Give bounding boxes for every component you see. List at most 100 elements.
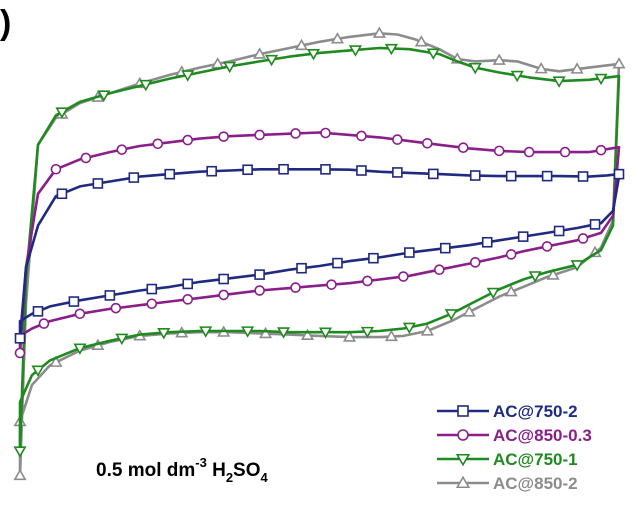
data-point-ac-750-1-upper-8: [348, 45, 362, 57]
annotation-formula-mid: SO: [233, 460, 260, 481]
data-point-ac-850-2-lower-5: [384, 329, 398, 342]
data-point-ac-850-0-3-lower-9: [254, 285, 265, 296]
data-point-ac-750-1-lower-4: [402, 322, 416, 335]
data-point-ac-850-0-3-lower-3: [469, 257, 481, 268]
legend-label-ac-850-0-3: AC@850-0.3: [493, 426, 592, 445]
data-point-ac-750-2-upper-9: [356, 165, 367, 176]
data-point-ac-750-1-upper-12: [510, 70, 524, 83]
annotation-sub1: 2: [226, 470, 233, 485]
data-point-ac-750-1-lower-12: [73, 343, 87, 355]
series-layer: [13, 26, 626, 481]
data-point-ac-850-0-3-upper-9: [320, 127, 331, 139]
data-point-ac-750-2-lower-14: [68, 296, 80, 307]
data-point-ac-750-2-lower-7: [332, 257, 343, 269]
data-point-ac-750-2-upper-16: [613, 168, 625, 180]
legend-entry-ac-750-2: AC@750-2: [437, 402, 578, 421]
data-point-ac-750-2-lower-4: [439, 242, 451, 254]
data-point-ac-850-2-lower-3: [462, 305, 476, 317]
data-point-ac-850-0-3-lower-15: [38, 318, 50, 329]
data-point-ac-750-1-lower-11: [115, 333, 129, 346]
data-point-ac-850-2-upper-13: [534, 62, 548, 74]
data-point-ac-750-2-lower-12: [146, 283, 158, 295]
data-point-ac-750-1-lower-3: [444, 309, 458, 321]
data-point-ac-850-0-3-upper-17: [595, 144, 607, 156]
legend-entry-ac-850-0-3: AC@850-0.3: [437, 426, 592, 445]
data-point-ac-850-0-3-lower-8: [290, 282, 301, 293]
data-point-ac-750-1-upper-0: [13, 446, 27, 458]
series-line-ac-850-0-3: [18, 131, 621, 355]
legend-label-ac-750-1: AC@750-1: [493, 450, 578, 469]
data-point-ac-850-0-3-lower-4: [433, 264, 445, 276]
data-point-ac-750-2-lower-2: [517, 231, 529, 242]
data-point-ac-750-2-upper-15: [577, 171, 589, 182]
data-point-ac-850-0-3-lower-0: [577, 233, 589, 244]
data-point-ac-850-0-3-upper-7: [254, 129, 265, 141]
data-point-ac-750-1-lower-7: [277, 327, 291, 339]
data-point-ac-850-0-3-lower-6: [362, 275, 373, 287]
data-point-ac-750-1-lower-8: [241, 326, 255, 338]
data-point-ac-750-2-lower-6: [368, 252, 379, 264]
data-point-ac-750-2-upper-0: [14, 332, 26, 344]
data-point-ac-850-2-upper-8: [330, 32, 345, 44]
data-point-ac-750-2-lower-13: [104, 290, 116, 301]
data-point-ac-850-0-3-upper-16: [559, 146, 571, 158]
data-point-ac-750-2-upper-6: [242, 164, 253, 176]
data-point-ac-850-0-3-lower-13: [110, 302, 122, 314]
data-point-ac-850-0-3-lower-14: [74, 308, 86, 320]
annotation-exponent: -3: [195, 455, 207, 470]
data-point-ac-850-0-3-upper-14: [493, 145, 505, 157]
data-point-ac-750-2-lower-9: [254, 269, 265, 280]
data-point-ac-750-1-lower-6: [318, 327, 333, 339]
legend-marker-ac-750-1: [455, 453, 471, 467]
data-point-ac-850-0-3-lower-7: [326, 279, 337, 290]
legend: AC@750-2 AC@850-0.3 AC@750-1 AC@850-2: [437, 402, 592, 493]
data-point-ac-850-0-3-upper-2: [80, 152, 92, 164]
data-point-ac-750-1-upper-14: [594, 73, 608, 86]
data-point-ac-750-1-lower-0: [570, 260, 584, 272]
data-point-ac-850-0-3-lower-1: [541, 241, 553, 252]
data-point-ac-750-2-lower-5: [404, 247, 415, 258]
data-point-ac-850-2-lower-13: [49, 355, 63, 367]
data-point-ac-850-0-3-upper-12: [422, 137, 433, 149]
legend-marker-ac-850-2: [455, 475, 471, 489]
data-point-ac-750-1-upper-13: [552, 76, 566, 88]
annotation-formula-pre: H: [207, 460, 226, 481]
data-point-ac-850-0-3-upper-13: [457, 142, 469, 153]
data-point-ac-850-0-3-upper-11: [392, 134, 403, 145]
data-point-ac-850-2-upper-12: [492, 53, 506, 65]
data-point-ac-750-1-lower-10: [157, 328, 171, 340]
data-point-ac-850-0-3-upper-10: [356, 130, 367, 142]
data-point-ac-850-2-lower-8: [259, 326, 273, 339]
data-point-ac-750-2-upper-4: [164, 168, 176, 180]
legend-marker-ac-750-2: [457, 405, 469, 417]
data-point-ac-850-2-lower-4: [420, 324, 434, 336]
data-point-ac-850-2-upper-9: [372, 26, 386, 38]
data-point-ac-750-1-upper-7: [306, 48, 321, 61]
data-point-ac-750-2-upper-10: [392, 167, 403, 178]
series-ac-850-0-3: [14, 127, 621, 359]
data-point-ac-750-2-upper-3: [128, 172, 140, 183]
data-point-ac-750-2-upper-5: [206, 165, 217, 177]
data-point-ac-850-0-3-upper-3: [116, 144, 128, 155]
data-point-ac-750-2-upper-14: [541, 170, 553, 182]
data-point-ac-850-2-lower-7: [300, 328, 315, 340]
data-point-ac-750-1-upper-3: [139, 79, 153, 92]
data-point-ac-750-2-upper-8: [320, 164, 331, 175]
data-point-ac-850-0-3-lower-11: [182, 294, 194, 305]
data-point-ac-850-0-3-upper-8: [290, 128, 301, 139]
data-point-ac-750-2-lower-10: [218, 273, 229, 285]
data-point-ac-850-0-3-upper-4: [152, 138, 164, 150]
data-point-ac-750-1-lower-13: [31, 365, 45, 377]
data-point-ac-850-2-upper-14: [570, 62, 584, 74]
data-point-ac-850-0-3-upper-0: [14, 347, 26, 359]
data-point-ac-850-0-3-lower-10: [218, 289, 229, 301]
data-point-ac-850-2-lower-6: [342, 330, 357, 342]
data-point-ac-750-1-lower-1: [528, 271, 542, 283]
data-point-ac-750-1-upper-2: [97, 90, 111, 102]
data-point-ac-750-1-lower-9: [199, 326, 213, 338]
data-point-ac-850-0-3-upper-5: [182, 134, 194, 146]
data-point-ac-750-2-lower-3: [481, 236, 493, 248]
legend-label-ac-850-2: AC@850-2: [493, 474, 578, 493]
annotation-prefix: 0.5 mol dm: [96, 460, 195, 481]
data-point-ac-750-1-upper-10: [426, 48, 440, 60]
